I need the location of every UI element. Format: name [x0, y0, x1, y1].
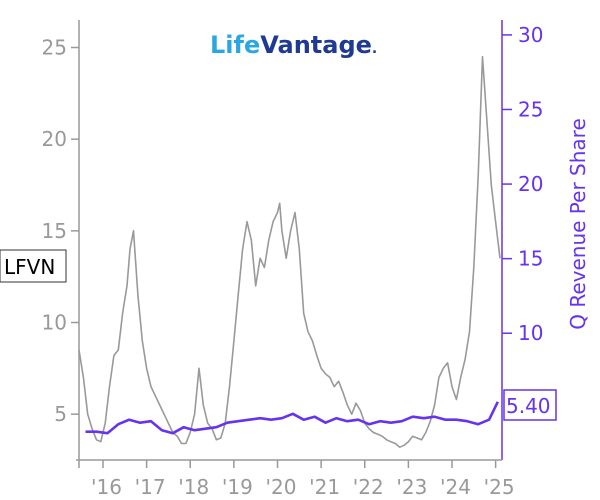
- x-tick-label: '20: [265, 475, 296, 499]
- right-axis-title: Q Revenue Per Share: [566, 118, 590, 330]
- x-tick-label: '22: [353, 475, 384, 499]
- right-tick-label: 30: [518, 23, 543, 47]
- x-tick-label: '18: [178, 475, 209, 499]
- right-tick-label: 25: [518, 97, 543, 121]
- logo-text-life: Life: [210, 31, 260, 59]
- x-tick-label: '24: [440, 475, 471, 499]
- svg-text:LifeVantage.: LifeVantage.: [210, 31, 377, 59]
- x-tick-label: '16: [91, 475, 122, 499]
- logo-text-vantage: Vantage: [260, 31, 372, 59]
- x-tick-label: '23: [396, 475, 427, 499]
- left-tick-label: 20: [42, 127, 67, 151]
- right-y-axis: 10 15 20 25 30: [501, 20, 543, 460]
- lifevantage-logo: LifeVantage.: [210, 31, 377, 59]
- x-tick-label: '25: [484, 475, 515, 499]
- right-tick-label: 20: [518, 172, 543, 196]
- last-value-label: 5.40: [503, 389, 557, 421]
- left-y-axis: 5 10 15 20 25: [42, 20, 80, 460]
- series-layer: [78, 55, 501, 448]
- ticker-label: LFVN: [0, 249, 67, 283]
- x-tick-label: '17: [135, 475, 166, 499]
- x-tick-label: '19: [222, 475, 253, 499]
- right-tick-label: 10: [518, 321, 543, 345]
- x-axis: '16 '17 '18 '19 '20 '21 '22 '23 '24 '25: [76, 459, 515, 499]
- left-tick-label: 10: [42, 311, 67, 335]
- last-value-text: 5.40: [506, 394, 551, 418]
- left-tick-label: 25: [42, 36, 67, 60]
- ticker-text: LFVN: [4, 255, 55, 279]
- logo-text-dot: .: [372, 41, 377, 57]
- left-tick-label: 5: [54, 402, 67, 426]
- revenue-series-line: [85, 401, 499, 435]
- right-tick-label: 15: [518, 247, 543, 271]
- left-tick-label: 15: [42, 219, 67, 243]
- x-tick-label: '21: [309, 475, 340, 499]
- price-series-line: [78, 55, 501, 448]
